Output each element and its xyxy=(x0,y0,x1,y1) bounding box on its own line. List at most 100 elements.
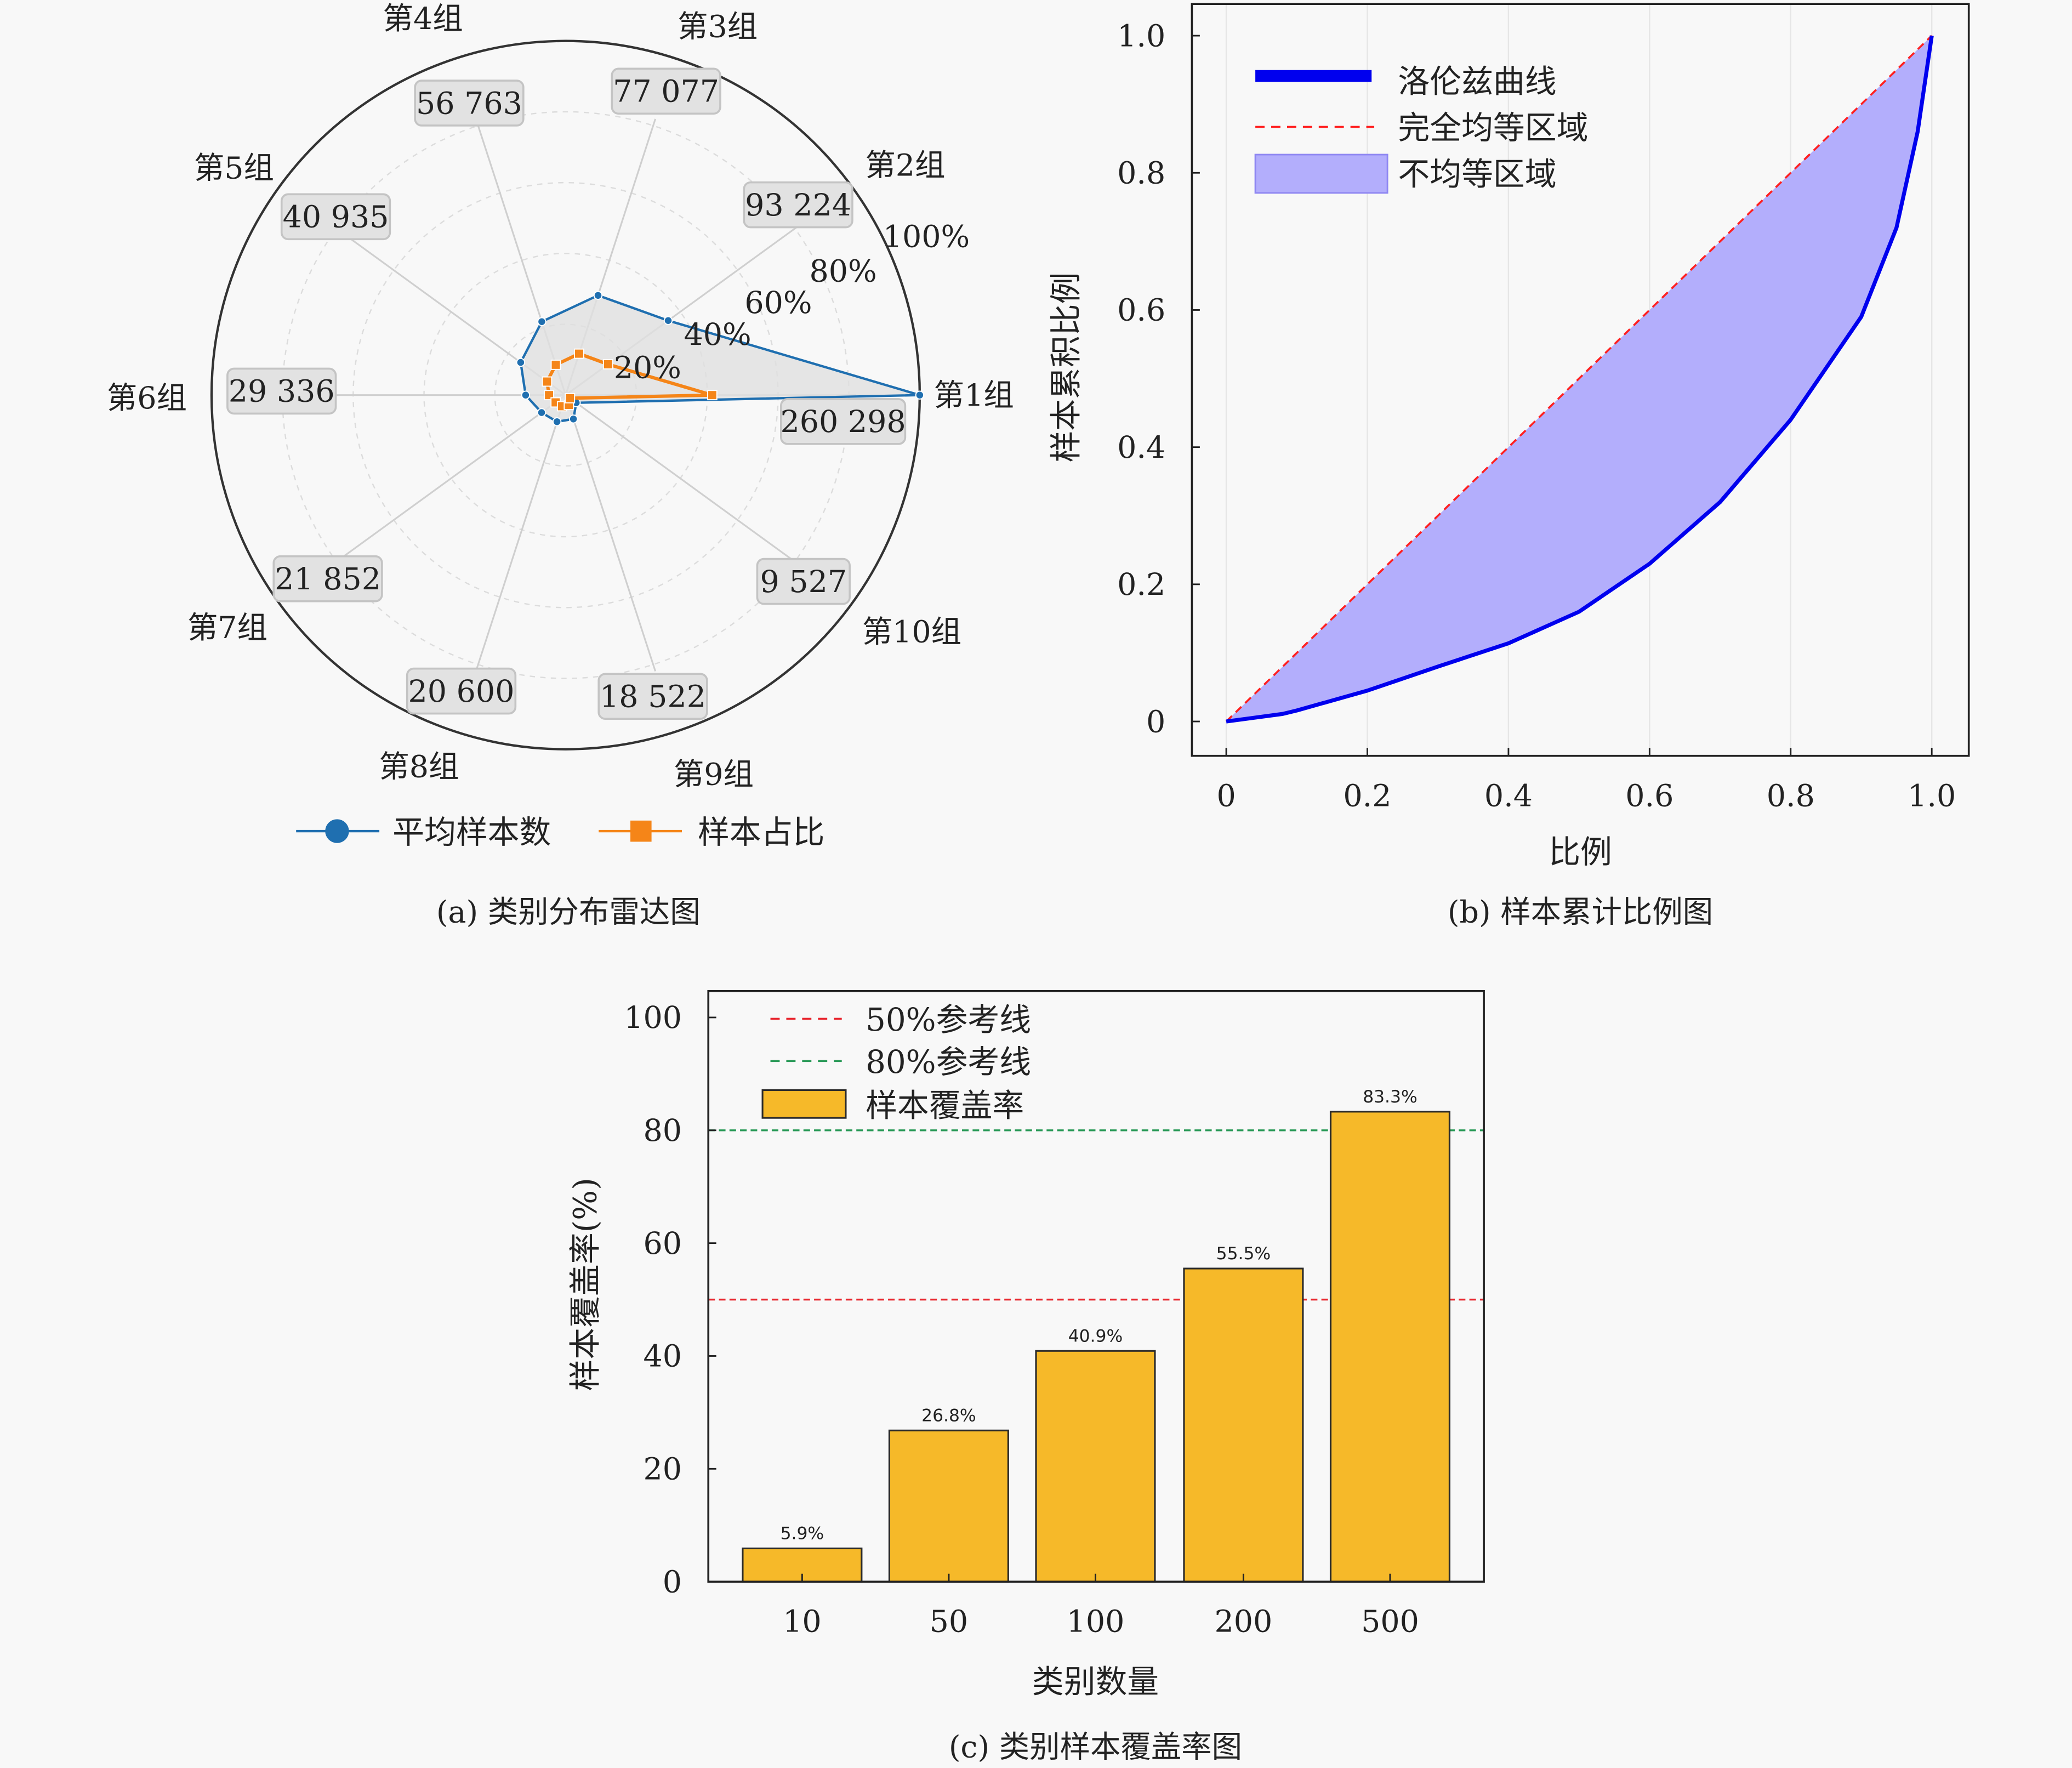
radar-point xyxy=(568,414,578,424)
radar-spoke xyxy=(565,394,801,567)
legend-label: 80%参考线 xyxy=(866,1043,1031,1081)
value-label-box xyxy=(756,558,851,605)
value-label: 40 935 xyxy=(283,200,389,235)
radial-tick-label: 60% xyxy=(744,286,812,321)
bar-data-label: 26.8% xyxy=(921,1406,976,1425)
caption-b: (b) 样本累计比例图 xyxy=(1448,895,1713,930)
value-label: 29 336 xyxy=(229,374,335,410)
radar-point xyxy=(542,376,553,387)
y-tick-label: 0 xyxy=(1146,704,1165,740)
bar-data-label: 5.9% xyxy=(781,1524,824,1544)
bar xyxy=(1183,1267,1304,1583)
bar xyxy=(1329,1111,1450,1583)
radar-point xyxy=(521,390,531,400)
legend-solid-line-icon xyxy=(1255,70,1372,82)
radar-point xyxy=(537,408,547,417)
radar-point xyxy=(574,348,584,359)
value-label-box xyxy=(414,79,525,127)
y-tick-label: 0.2 xyxy=(1117,567,1165,602)
value-label: 21 852 xyxy=(275,562,381,597)
y-tick-label: 1.0 xyxy=(1117,19,1165,54)
legend-label: 50%参考线 xyxy=(866,1001,1031,1038)
value-label-box xyxy=(272,555,383,602)
value-label: 93 224 xyxy=(745,188,851,223)
bar-data-label: 83.3% xyxy=(1363,1087,1418,1107)
radar-point xyxy=(550,359,561,370)
coverage-bar-chart: 5.9% 10 26.8% 50 40.9% 100 55.5% 200 83.3% 500 0 20… xyxy=(566,990,1485,1701)
radar-point xyxy=(537,317,547,326)
radial-tick-label: 100% xyxy=(883,220,970,255)
caption-c: (c) 类别样本覆盖率图 xyxy=(949,1730,1242,1765)
y-tick-label: 100 xyxy=(624,1000,682,1036)
y-tick-label: 0 xyxy=(663,1565,682,1600)
value-label: 18 522 xyxy=(600,680,706,715)
radar-spoke xyxy=(565,395,657,672)
radar-point xyxy=(707,390,718,401)
x-tick-label: 1.0 xyxy=(1908,778,1956,814)
x-axis-label: 类别数量 xyxy=(1032,1663,1159,1701)
radar-point xyxy=(663,316,673,325)
caption-a: (a) 类别分布雷达图 xyxy=(436,895,701,930)
legend-label: 样本占比 xyxy=(698,814,824,851)
value-label-box xyxy=(780,398,907,445)
category-label: 第7组 xyxy=(187,611,267,646)
radar-point xyxy=(593,291,603,300)
category-label: 第3组 xyxy=(678,9,758,44)
radar-point xyxy=(516,357,526,367)
legend-marker-square-icon xyxy=(630,820,652,842)
value-label: 20 600 xyxy=(408,674,515,709)
radar-point xyxy=(915,390,925,400)
value-label: 9 527 xyxy=(760,565,847,600)
y-tick-label: 60 xyxy=(644,1226,682,1261)
value-label-box xyxy=(597,673,708,720)
y-tick-label: 0.8 xyxy=(1117,156,1165,191)
x-tick-label: 200 xyxy=(1215,1605,1273,1640)
category-label: 第10组 xyxy=(862,615,961,650)
x-tick-label: 0.2 xyxy=(1343,778,1391,814)
value-label-box xyxy=(406,667,517,715)
x-tick-label: 500 xyxy=(1361,1605,1419,1640)
radial-tick-label: 40% xyxy=(684,317,752,353)
x-tick-label: 10 xyxy=(783,1605,822,1640)
category-label: 第9组 xyxy=(674,758,754,793)
radar-point xyxy=(552,417,562,427)
legend-label: 完全均等区域 xyxy=(1398,109,1588,146)
legend-label: 样本覆盖率 xyxy=(866,1087,1024,1124)
category-label: 第4组 xyxy=(383,2,463,37)
value-label-box xyxy=(226,367,337,415)
plot-frame xyxy=(1191,3,1970,757)
value-label: 56 763 xyxy=(416,86,522,121)
radar-point xyxy=(602,359,613,369)
radar-fill xyxy=(520,295,920,422)
value-label: 77 077 xyxy=(613,75,719,110)
bar-data-label: 40.9% xyxy=(1068,1326,1123,1346)
x-tick-label: 0.6 xyxy=(1625,778,1673,814)
plot-frame xyxy=(707,990,1485,1583)
radar-spoke xyxy=(330,394,566,567)
lorenz-chart: 0 0.2 0.4 0.6 0.8 1.0 0 0.2 0.4 0.6 0.8 1.0 比例 样本累积比例… xyxy=(1048,3,1970,871)
bar xyxy=(1035,1350,1156,1583)
legend-marker-circle-icon xyxy=(325,819,349,843)
legend-label: 洛伦兹曲线 xyxy=(1398,63,1556,100)
lorenz-curve xyxy=(1226,35,1934,724)
y-axis-label: 样本累积比例 xyxy=(1048,272,1085,463)
x-tick-label: 100 xyxy=(1067,1605,1125,1640)
y-tick-label: 0.4 xyxy=(1117,430,1165,465)
radar-spoke xyxy=(475,395,567,672)
legend-label: 不均等区域 xyxy=(1398,155,1556,192)
radial-tick-label: 80% xyxy=(810,254,877,289)
category-label: 第6组 xyxy=(107,381,187,416)
radar-point xyxy=(565,393,576,403)
radial-tick-label: 20% xyxy=(614,350,681,385)
category-label: 第1组 xyxy=(934,378,1014,413)
radar-chart: 20%40%60%80%100% 260 298 93 224 77 077 56 76… xyxy=(107,2,1014,851)
x-tick-label: 0 xyxy=(1216,778,1236,814)
value-label-box xyxy=(280,193,391,241)
legend-bar-swatch-icon xyxy=(761,1089,847,1119)
legend-label: 平均样本数 xyxy=(392,814,551,851)
x-tick-label: 50 xyxy=(930,1605,969,1640)
category-label: 第2组 xyxy=(865,149,945,184)
bar-data-label: 55.5% xyxy=(1216,1244,1271,1264)
legend-fill-swatch-icon xyxy=(1254,154,1388,194)
